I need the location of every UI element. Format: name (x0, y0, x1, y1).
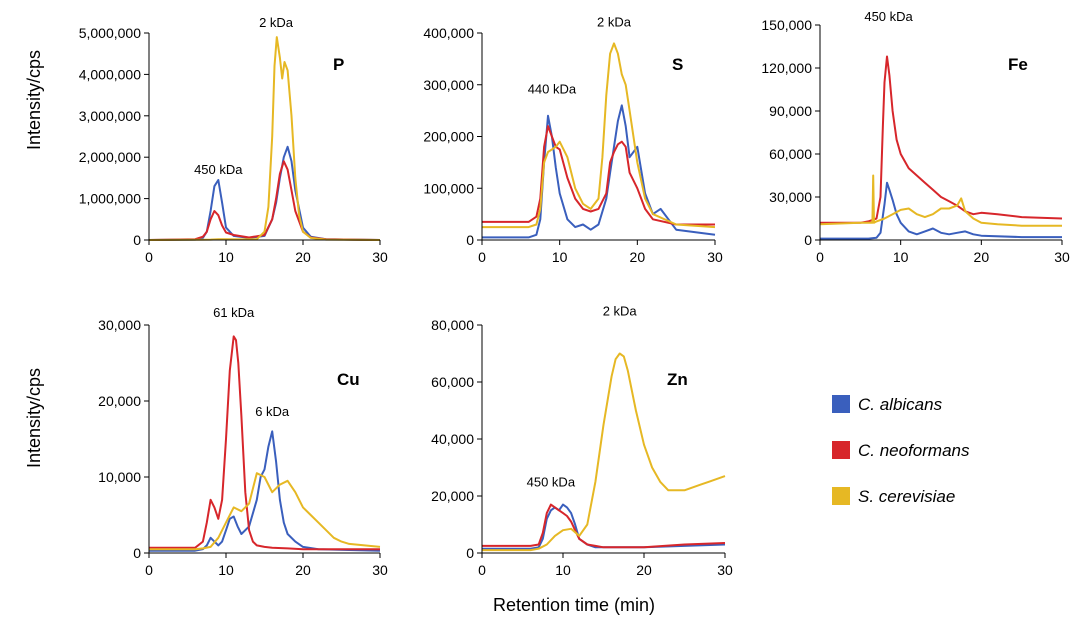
y-tick-label-zn: 20,000 (431, 488, 474, 504)
y-tick-label-s: 200,000 (423, 129, 474, 145)
x-tick-label-fe: 10 (893, 249, 909, 265)
series-line-cu-c-neoformans (149, 335, 380, 551)
legend-label-s-cerevisiae: S. cerevisiae (858, 487, 955, 506)
y-tick-label-p: 3,000,000 (79, 108, 141, 124)
series-line-s-c-albicans (482, 104, 716, 239)
annotation-fe: 450 kDa (864, 9, 913, 24)
y-tick-label-s: 100,000 (423, 180, 474, 196)
element-label-s: S (672, 55, 683, 74)
y-tick-label-cu: 30,000 (98, 317, 141, 333)
y-tick-label-p: 2,000,000 (79, 149, 141, 165)
x-tick-label-zn: 10 (555, 562, 571, 578)
element-label-p: P (333, 55, 344, 74)
x-tick-label-fe: 20 (974, 249, 990, 265)
x-tick-label-p: 30 (372, 249, 388, 265)
legend-swatch-s-cerevisiae (832, 487, 850, 505)
y-tick-label-fe: 60,000 (769, 146, 812, 162)
y-tick-label-zn: 80,000 (431, 317, 474, 333)
legend-swatch-c-neoformans (832, 441, 850, 459)
x-tick-label-s: 20 (630, 249, 646, 265)
legend-label-c-albicans: C. albicans (858, 395, 943, 414)
x-tick-label-fe: 0 (816, 249, 824, 265)
series-line-p-s-cerevisiae (148, 36, 381, 241)
legend: C. albicans C. neoformans S. cerevisiae (832, 395, 970, 506)
element-label-zn: Zn (667, 370, 688, 389)
y-tick-label-p: 1,000,000 (79, 191, 141, 207)
y-tick-label-p: 0 (133, 232, 141, 248)
x-tick-label-p: 0 (145, 249, 153, 265)
x-axis-label: Retention time (min) (493, 595, 655, 615)
x-tick-label-cu: 0 (145, 562, 153, 578)
annotation-cu: 6 kDa (255, 404, 290, 419)
series-line-fe-s-cerevisiae (819, 174, 1062, 227)
y-tick-label-p: 4,000,000 (79, 66, 141, 82)
y-tick-label-cu: 10,000 (98, 469, 141, 485)
y-tick-label-zn: 0 (466, 545, 474, 561)
x-tick-label-p: 10 (218, 249, 234, 265)
x-tick-label-cu: 30 (372, 562, 388, 578)
x-tick-label-fe: 30 (1054, 249, 1070, 265)
series-line-zn-c-neoformans (482, 503, 726, 549)
panel-zn: 0 20,000 40,000 60,000 80,000 0 10 20 30 Zn 450 kD… (431, 303, 733, 578)
y-tick-label-fe: 150,000 (761, 17, 812, 33)
annotation-s: 2 kDa (597, 14, 632, 29)
series-line-s-c-neoformans (482, 125, 715, 226)
annotation-s: 440 kDa (528, 82, 577, 97)
annotation-zn: 2 kDa (603, 303, 638, 318)
x-tick-label-zn: 0 (478, 562, 486, 578)
element-label-fe: Fe (1008, 55, 1028, 74)
x-tick-label-p: 20 (295, 249, 311, 265)
y-tick-label-fe: 30,000 (769, 189, 812, 205)
series-line-cu-s-cerevisiae (149, 472, 381, 551)
series-line-cu-c-albicans (149, 430, 381, 552)
y-tick-label-fe: 90,000 (769, 103, 812, 119)
series-line-p-c-neoformans (148, 160, 381, 241)
panel-fe: 0 30,000 60,000 90,000 120,000 150,000 0 10 20 30… (761, 9, 1070, 265)
x-tick-label-s: 0 (478, 249, 486, 265)
series-line-fe-c-albicans (820, 181, 1062, 240)
x-tick-label-zn: 20 (636, 562, 652, 578)
annotation-zn: 450 kDa (527, 474, 576, 489)
series-line-zn-c-albicans (482, 503, 726, 550)
x-tick-label-cu: 10 (218, 562, 234, 578)
annotation-cu: 61 kDa (213, 305, 255, 320)
y-tick-label-fe: 0 (804, 232, 812, 248)
series-line-s-s-cerevisiae (482, 42, 716, 229)
series-line-fe-c-neoformans (820, 55, 1063, 224)
annotation-p: 450 kDa (194, 162, 243, 177)
panel-p: 0 1,000,000 2,000,000 3,000,000 4,000,000 5,0… (79, 15, 388, 265)
panel-cu: 0 10,000 20,000 30,000 0 10 20 30 Cu 61 kDa 6 kDa (98, 305, 388, 578)
y-tick-label-p: 5,000,000 (79, 25, 141, 41)
panel-s: 0 100,000 200,000 300,000 400,000 0 10 20 30 S 440… (423, 14, 723, 265)
y-axis-label-top: Intensity/cps (24, 50, 44, 150)
y-tick-label-s: 300,000 (423, 77, 474, 93)
legend-swatch-c-albicans (832, 395, 850, 413)
y-tick-label-zn: 60,000 (431, 374, 474, 390)
x-tick-label-s: 30 (707, 249, 723, 265)
y-tick-label-s: 400,000 (423, 25, 474, 41)
element-label-cu: Cu (337, 370, 360, 389)
y-tick-label-cu: 0 (133, 545, 141, 561)
series-line-zn-s-cerevisiae (482, 352, 726, 552)
y-tick-label-cu: 20,000 (98, 393, 141, 409)
y-tick-label-s: 0 (466, 232, 474, 248)
x-tick-label-s: 10 (552, 249, 568, 265)
y-tick-label-fe: 120,000 (761, 60, 812, 76)
legend-label-c-neoformans: C. neoformans (858, 441, 970, 460)
annotation-p: 2 kDa (259, 15, 294, 30)
x-tick-label-cu: 20 (295, 562, 311, 578)
panels: 0 1,000,000 2,000,000 3,000,000 4,000,000 5,0… (79, 9, 1070, 578)
y-tick-label-zn: 40,000 (431, 431, 474, 447)
x-tick-label-zn: 30 (717, 562, 733, 578)
y-axis-label-bottom: Intensity/cps (24, 368, 44, 468)
